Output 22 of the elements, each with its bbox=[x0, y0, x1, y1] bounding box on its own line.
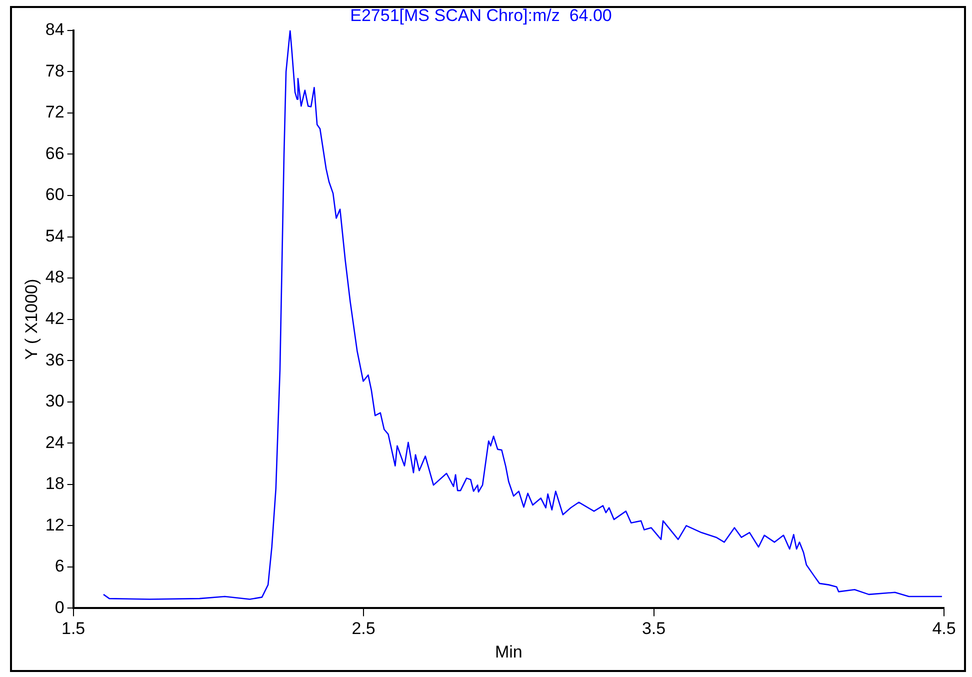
y-tick-label: 72 bbox=[45, 102, 64, 122]
y-tick-label: 36 bbox=[45, 350, 64, 370]
x-tick-label: 2.5 bbox=[352, 619, 376, 638]
y-tick-label: 78 bbox=[45, 61, 64, 80]
y-tick-label: 66 bbox=[45, 144, 64, 163]
y-tick-label: 48 bbox=[45, 268, 64, 287]
y-tick-label: 30 bbox=[45, 392, 64, 411]
y-tick-label: 54 bbox=[45, 226, 64, 246]
y-tick-label: 6 bbox=[54, 556, 64, 576]
x-tick-label: 3.5 bbox=[642, 619, 666, 638]
x-axis-title: Min bbox=[494, 642, 522, 662]
y-tick-label: 18 bbox=[45, 474, 64, 494]
x-tick-label: 4.5 bbox=[932, 619, 956, 638]
chart-title: E2751[MS SCAN Chro]:m/z 64.00 bbox=[350, 6, 612, 25]
y-tick-label: 84 bbox=[45, 20, 64, 40]
x-tick-label: 1.5 bbox=[61, 619, 86, 638]
y-tick-label: 24 bbox=[45, 432, 64, 452]
y-tick-label: 42 bbox=[45, 308, 64, 328]
y-tick-label: 0 bbox=[54, 598, 64, 617]
y-axis-title: Y ( X1000) bbox=[22, 278, 41, 360]
y-tick-label: 60 bbox=[45, 185, 64, 204]
y-tick-label: 12 bbox=[45, 515, 64, 534]
